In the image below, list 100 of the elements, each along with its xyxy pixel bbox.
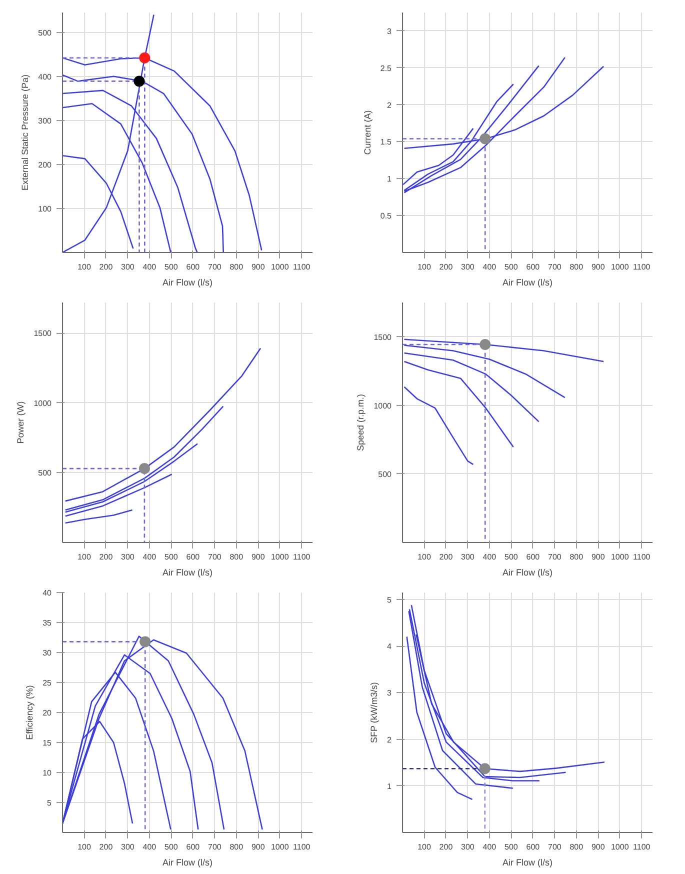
y-tick-label: 1 bbox=[387, 174, 392, 184]
x-tick-label: 800 bbox=[570, 842, 584, 852]
y-tick-label: 10 bbox=[42, 768, 52, 778]
x-tick-label: 1100 bbox=[293, 262, 311, 272]
x-tick-label: 500 bbox=[504, 552, 518, 562]
y-tick-label: 5 bbox=[387, 595, 392, 604]
x-tick-label: 800 bbox=[230, 262, 244, 272]
y-tick-label: 1500 bbox=[34, 329, 52, 338]
x-tick-label: 200 bbox=[99, 262, 114, 272]
y-tick-label: 20 bbox=[42, 708, 52, 718]
y-tick-label: 25 bbox=[42, 678, 52, 688]
y-tick-label: 1000 bbox=[374, 401, 392, 410]
y-axis-title: Speed (r.p.m.) bbox=[356, 394, 366, 452]
x-tick-label: 900 bbox=[591, 262, 606, 272]
x-tick-label: 500 bbox=[164, 262, 178, 272]
x-tick-label: 600 bbox=[526, 842, 540, 852]
y-tick-label: 2 bbox=[387, 735, 392, 744]
x-tick-label: 400 bbox=[142, 262, 157, 272]
x-tick-label: 500 bbox=[504, 262, 518, 272]
y-tick-label: 1000 bbox=[34, 398, 52, 408]
y-tick-label: 3 bbox=[387, 688, 392, 698]
x-tick-label: 800 bbox=[230, 842, 244, 852]
x-tick-label: 400 bbox=[482, 262, 497, 272]
x-tick-label: 1100 bbox=[633, 842, 651, 852]
x-tick-label: 800 bbox=[570, 262, 584, 272]
y-tick-label: 2.5 bbox=[380, 64, 392, 73]
y-axis-title: SFP (kW/m3/s) bbox=[369, 682, 380, 743]
x-tick-label: 300 bbox=[461, 842, 475, 852]
x-tick-label: 1000 bbox=[270, 552, 290, 562]
x-tick-label: 300 bbox=[121, 262, 135, 272]
x-axis-title: Air Flow (l/s) bbox=[502, 278, 552, 288]
x-tick-label: 900 bbox=[591, 842, 606, 852]
y-tick-label: 3 bbox=[387, 26, 392, 36]
y-axis-title: Current (A) bbox=[362, 110, 372, 155]
x-tick-label: 300 bbox=[121, 842, 135, 852]
y-tick-label: 500 bbox=[38, 468, 52, 478]
y-tick-label: 500 bbox=[378, 470, 392, 479]
x-tick-label: 1000 bbox=[270, 262, 290, 272]
x-axis-title: Air Flow (l/s) bbox=[162, 858, 212, 868]
x-tick-label: 100 bbox=[418, 552, 432, 562]
x-tick-label: 400 bbox=[482, 842, 497, 852]
x-tick-label: 500 bbox=[164, 552, 178, 562]
y-tick-label: 1.5 bbox=[380, 138, 392, 147]
y-tick-label: 4 bbox=[387, 642, 392, 652]
x-tick-label: 700 bbox=[208, 552, 222, 562]
x-tick-label: 1000 bbox=[610, 842, 630, 852]
x-tick-label: 700 bbox=[548, 262, 562, 272]
x-tick-label: 1100 bbox=[293, 842, 311, 852]
y-tick-label: 0.5 bbox=[380, 212, 392, 221]
x-tick-label: 100 bbox=[418, 842, 432, 852]
x-tick-label: 400 bbox=[482, 552, 497, 562]
x-tick-label: 100 bbox=[78, 262, 92, 272]
y-tick-label: 40 bbox=[42, 588, 52, 598]
y-tick-label: 100 bbox=[38, 204, 52, 214]
y-tick-label: 35 bbox=[42, 618, 52, 628]
x-tick-label: 1000 bbox=[610, 262, 630, 272]
x-tick-label: 500 bbox=[504, 842, 518, 852]
x-tick-label: 900 bbox=[591, 552, 606, 562]
y-tick-label: 2 bbox=[387, 100, 392, 110]
x-tick-label: 600 bbox=[186, 262, 200, 272]
x-tick-label: 100 bbox=[78, 842, 92, 852]
x-tick-label: 600 bbox=[526, 552, 540, 562]
x-tick-label: 900 bbox=[251, 552, 266, 562]
y-axis-title: Power (W) bbox=[16, 401, 26, 444]
x-tick-label: 200 bbox=[99, 552, 114, 562]
y-tick-label: 1 bbox=[387, 782, 392, 791]
y-tick-label: 500 bbox=[38, 28, 52, 38]
y-axis-title: External Static Pressure (Pa) bbox=[20, 74, 30, 191]
y-tick-label: 400 bbox=[38, 72, 52, 82]
x-tick-label: 400 bbox=[142, 842, 157, 852]
x-tick-label: 400 bbox=[142, 552, 157, 562]
x-tick-label: 700 bbox=[208, 842, 222, 852]
y-tick-label: 15 bbox=[42, 738, 52, 748]
x-axis-title: Air Flow (l/s) bbox=[162, 278, 212, 288]
x-tick-label: 100 bbox=[78, 552, 92, 562]
x-tick-label: 200 bbox=[439, 842, 454, 852]
x-tick-label: 300 bbox=[461, 552, 475, 562]
y-tick-label: 30 bbox=[42, 648, 52, 658]
x-tick-label: 1100 bbox=[293, 552, 311, 562]
x-tick-label: 1100 bbox=[633, 552, 651, 562]
x-axis-title: Air Flow (l/s) bbox=[502, 858, 552, 868]
x-tick-label: 1000 bbox=[610, 552, 630, 562]
y-tick-label: 200 bbox=[38, 160, 52, 170]
x-tick-label: 1000 bbox=[270, 842, 290, 852]
x-tick-label: 300 bbox=[121, 552, 135, 562]
x-tick-label: 600 bbox=[526, 262, 540, 272]
x-tick-label: 100 bbox=[418, 262, 432, 272]
y-axis-title: Efficiency (%) bbox=[24, 685, 35, 740]
x-axis-title: Air Flow (l/s) bbox=[162, 568, 212, 578]
x-tick-label: 200 bbox=[439, 552, 454, 562]
x-tick-label: 700 bbox=[548, 842, 562, 852]
y-tick-label: 300 bbox=[38, 116, 52, 126]
x-tick-label: 900 bbox=[251, 262, 266, 272]
y-tick-label: 5 bbox=[47, 798, 52, 808]
y-tick-label: 1500 bbox=[374, 332, 392, 342]
x-tick-label: 900 bbox=[251, 842, 266, 852]
x-tick-label: 600 bbox=[186, 842, 200, 852]
x-tick-label: 700 bbox=[548, 552, 562, 562]
x-tick-label: 200 bbox=[439, 262, 454, 272]
x-tick-label: 1100 bbox=[633, 262, 651, 272]
